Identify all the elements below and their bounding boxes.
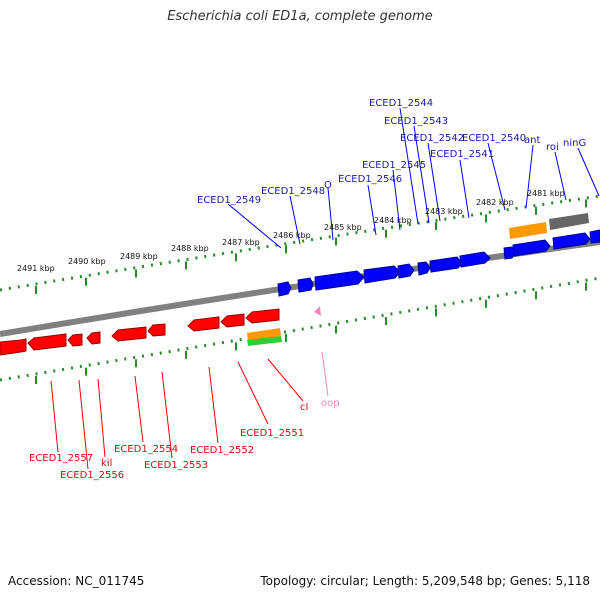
misc-feature-pink[interactable] bbox=[314, 306, 321, 316]
forward-strand-genes bbox=[277, 213, 600, 297]
misc-feature-orange[interactable] bbox=[509, 222, 547, 239]
outer-tick-track bbox=[0, 194, 600, 292]
forward-gene-arrow[interactable] bbox=[314, 270, 365, 291]
gene-label[interactable]: ECED1_2556 bbox=[60, 470, 124, 481]
reverse-gene-arrow[interactable] bbox=[86, 331, 101, 345]
forward-gene-arrow[interactable] bbox=[417, 261, 431, 276]
gene-label[interactable]: ant bbox=[524, 135, 540, 146]
scale-label: 2484 kbp bbox=[374, 216, 412, 225]
gene-label[interactable]: cI bbox=[300, 402, 308, 413]
scale-label: 2486 kbp bbox=[273, 231, 311, 240]
forward-gene-arrow[interactable] bbox=[589, 229, 600, 244]
gene-label[interactable]: ECED1_2553 bbox=[144, 460, 208, 471]
gene-label[interactable]: O bbox=[324, 180, 332, 191]
scale-label: 2488 kbp bbox=[171, 244, 209, 253]
scale-label: 2489 kbp bbox=[120, 252, 158, 261]
gene-label[interactable]: ECED1_2551 bbox=[240, 428, 304, 439]
gene-label[interactable]: ECED1_2545 bbox=[362, 160, 426, 171]
scale-labels: 2491 kbp 2490 kbp 2489 kbp 2488 kbp 2487… bbox=[17, 189, 565, 273]
map-title: Escherichia coli ED1a, complete genome bbox=[167, 9, 433, 24]
reverse-gene-arrow[interactable] bbox=[27, 333, 67, 351]
genome-summary-text: Topology: circular; Length: 5,209,548 bp… bbox=[260, 574, 590, 588]
reverse-gene-arrow[interactable] bbox=[187, 316, 220, 332]
label-leader-lines bbox=[50, 107, 600, 470]
forward-gene-arrow[interactable] bbox=[552, 232, 591, 250]
forward-gene-labels: ECED1_2544 ECED1_2543 ECED1_2542 ECED1_2… bbox=[197, 98, 586, 206]
gene-label[interactable]: ECED1_2544 bbox=[369, 98, 433, 109]
forward-gene-arrow[interactable] bbox=[459, 251, 491, 268]
forward-gene-arrow[interactable] bbox=[512, 239, 551, 257]
gene-label[interactable]: ECED1_2549 bbox=[197, 195, 261, 206]
gene-label[interactable]: ECED1_2546 bbox=[338, 174, 402, 185]
scale-label: 2481 kbp bbox=[527, 189, 565, 198]
major-ticks bbox=[35, 199, 587, 384]
gene-label[interactable]: ninG bbox=[563, 138, 586, 149]
reverse-gene-labels: ECED1_2557 ECED1_2556 kil ECED1_2554 ECE… bbox=[29, 398, 340, 481]
reverse-gene-arrow[interactable] bbox=[245, 308, 280, 324]
misc-feature-gray[interactable] bbox=[549, 213, 589, 230]
inner-tick-track bbox=[0, 276, 600, 382]
reverse-gene-arrow[interactable] bbox=[0, 338, 27, 356]
gene-label[interactable]: kil bbox=[101, 458, 112, 469]
scale-label: 2490 kbp bbox=[68, 257, 106, 266]
accession-text: Accession: NC_011745 bbox=[8, 574, 145, 588]
gene-label[interactable]: ECED1_2548 bbox=[261, 186, 325, 197]
forward-gene-arrow[interactable] bbox=[429, 256, 463, 273]
gene-label[interactable]: ECED1_2541 bbox=[430, 149, 494, 160]
reverse-gene-arrow[interactable] bbox=[111, 326, 147, 342]
gene-label[interactable]: ECED1_2557 bbox=[29, 453, 93, 464]
gene-label[interactable]: ECED1_2554 bbox=[114, 444, 178, 455]
reverse-gene-arrow[interactable] bbox=[67, 333, 83, 347]
gene-label[interactable]: ECED1_2552 bbox=[190, 445, 254, 456]
forward-gene-arrow[interactable] bbox=[363, 265, 401, 284]
scale-label: 2487 kbp bbox=[222, 238, 260, 247]
gene-label[interactable]: ECED1_2542 bbox=[400, 133, 464, 144]
scale-label: 2485 kbp bbox=[324, 223, 362, 232]
forward-gene-arrow[interactable] bbox=[277, 281, 292, 297]
misc-feature-green[interactable] bbox=[247, 336, 282, 346]
scale-label: 2482 kbp bbox=[476, 198, 514, 207]
forward-gene-arrow[interactable] bbox=[397, 263, 415, 279]
scale-label: 2491 kbp bbox=[17, 264, 55, 273]
forward-gene-arrow[interactable] bbox=[297, 277, 314, 293]
gene-label[interactable]: oop bbox=[321, 398, 340, 409]
misc-feature-orange[interactable] bbox=[247, 328, 281, 341]
scale-label: 2483 kbp bbox=[425, 207, 463, 216]
reverse-gene-arrow[interactable] bbox=[220, 313, 245, 328]
gene-label[interactable]: roi bbox=[546, 142, 559, 153]
reverse-strand-genes bbox=[0, 306, 321, 356]
gene-label[interactable]: ECED1_2540 bbox=[462, 133, 526, 144]
reverse-gene-arrow[interactable] bbox=[147, 323, 166, 337]
gene-label[interactable]: ECED1_2543 bbox=[384, 116, 448, 127]
